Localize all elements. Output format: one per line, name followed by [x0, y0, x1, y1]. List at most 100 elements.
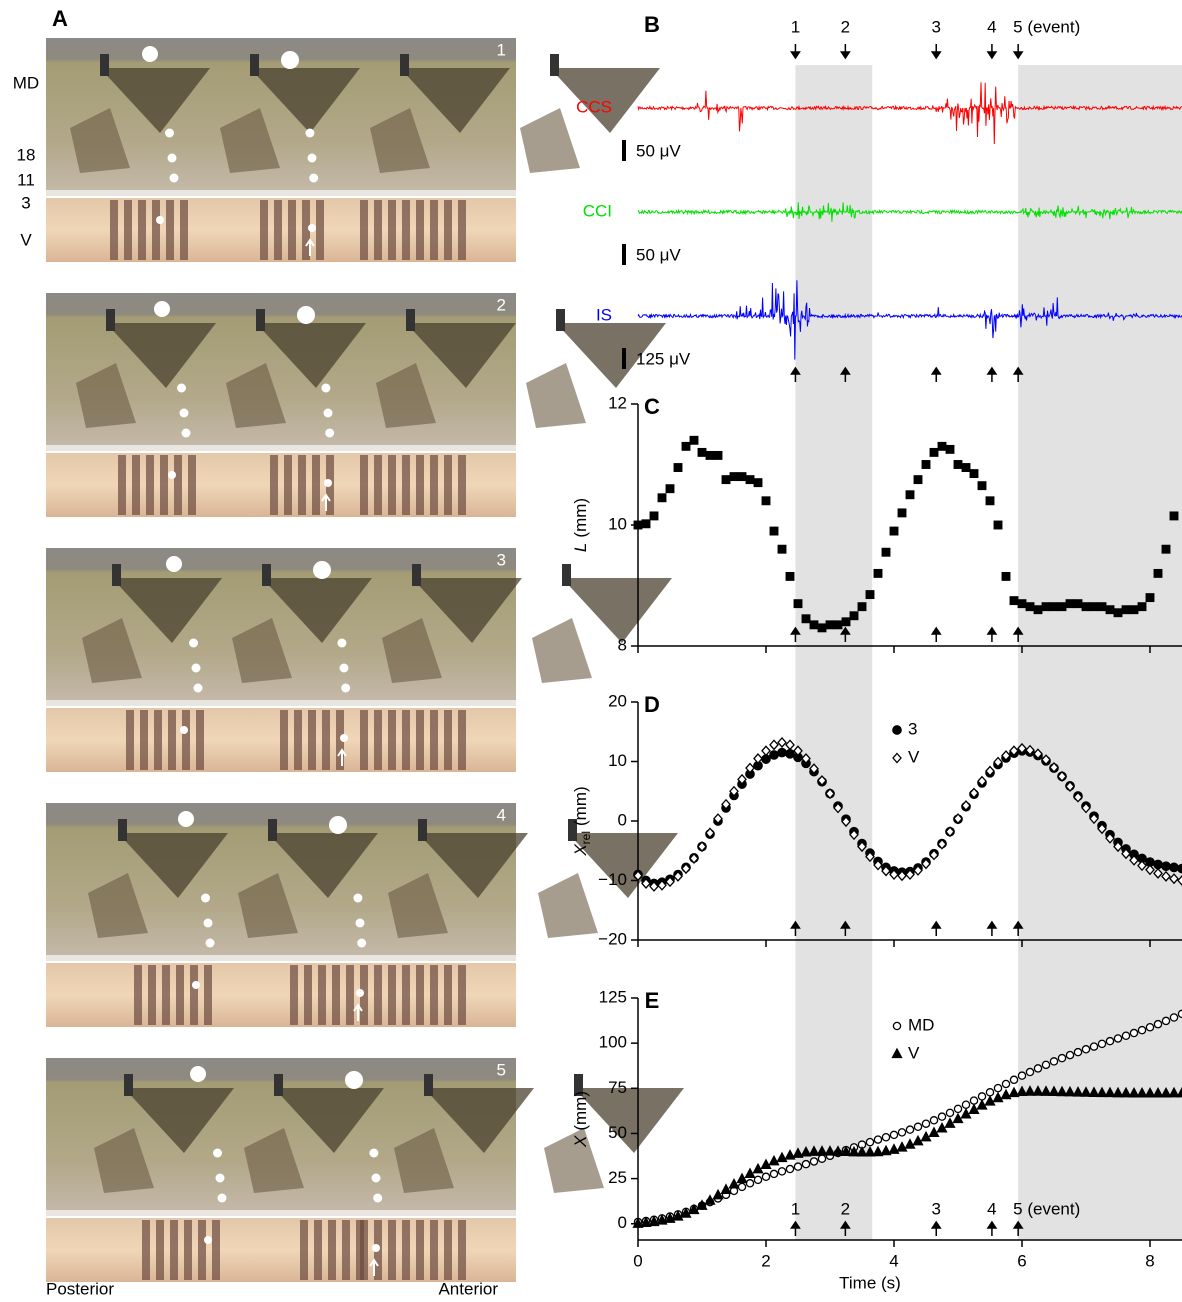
legend-marker: [892, 1021, 902, 1031]
point: [769, 1169, 779, 1179]
point: [993, 756, 1003, 768]
point: [1033, 605, 1043, 615]
event-label: 4: [987, 17, 996, 36]
point: [713, 450, 723, 460]
panel-label: D: [644, 692, 660, 717]
point: [897, 1128, 907, 1137]
photo-band: [298, 455, 306, 515]
photo-marker: [369, 1148, 379, 1158]
photo-band: [402, 965, 410, 1025]
photo-band: [212, 1220, 220, 1280]
point: [1145, 864, 1155, 876]
photo-band: [110, 200, 118, 260]
point: [753, 478, 763, 488]
point: [1169, 1013, 1179, 1022]
photo-band: [336, 710, 344, 770]
point: [1129, 605, 1139, 615]
point: [745, 1179, 755, 1188]
point: [784, 1149, 796, 1160]
point: [736, 1172, 748, 1184]
point: [960, 1107, 972, 1119]
point: [681, 863, 691, 875]
photo-blotch: [556, 323, 666, 388]
event-arrow: [930, 920, 942, 936]
point: [657, 493, 667, 503]
photo-marker: [201, 893, 210, 903]
point: [1041, 754, 1051, 766]
photo-marker: [329, 816, 347, 834]
point: [1048, 1085, 1060, 1097]
photo-marker: [357, 938, 367, 948]
point: [1001, 1079, 1011, 1089]
trace-name: CCS: [576, 97, 612, 116]
photo-marker: [190, 1066, 206, 1082]
point: [913, 1122, 923, 1132]
point: [888, 1143, 900, 1154]
photo-band: [388, 710, 396, 770]
point: [1049, 761, 1059, 773]
point: [1177, 863, 1182, 874]
point: [945, 1108, 955, 1118]
photo-marker: [353, 893, 363, 903]
point: [792, 1147, 804, 1158]
photo-band: [458, 1220, 466, 1280]
point: [752, 1162, 764, 1174]
point: [688, 1203, 700, 1215]
point: [1153, 859, 1163, 870]
photo-clip: [556, 309, 565, 331]
photo-band: [416, 965, 424, 1025]
photo-band: [416, 710, 424, 770]
point: [873, 1135, 883, 1144]
photo-blotch: [400, 68, 510, 133]
photo-blotch: [94, 1128, 154, 1193]
event-arrow: [790, 1220, 801, 1236]
point: [920, 1130, 932, 1142]
point: [969, 469, 979, 479]
photo-band: [162, 965, 170, 1025]
x-tick-label: 6: [1017, 1251, 1026, 1270]
point: [665, 876, 675, 888]
posterior-label: Posterior: [46, 1279, 114, 1298]
point: [929, 849, 939, 861]
photo-frame: 2: [46, 293, 666, 517]
photo-frame: 5: [46, 1058, 684, 1282]
photo-band: [402, 1220, 410, 1280]
photo-marker: [215, 1173, 225, 1183]
point: [889, 869, 899, 881]
point: [1152, 1086, 1164, 1098]
point: [905, 869, 915, 881]
point: [1057, 1053, 1067, 1063]
point: [889, 526, 899, 536]
point: [889, 1130, 899, 1140]
event-arrow: [930, 366, 942, 382]
photo-clip: [106, 309, 115, 331]
point: [921, 858, 931, 870]
photo-marker: [193, 683, 203, 693]
photo-marker: [179, 408, 189, 418]
event-arrow: [1012, 44, 1024, 60]
photo-blotch: [388, 873, 448, 938]
point: [761, 745, 771, 757]
point: [785, 739, 795, 751]
photo-band: [134, 965, 142, 1025]
point: [737, 773, 747, 785]
photo-marker: [297, 306, 315, 324]
point: [977, 481, 987, 491]
photo-band: [190, 965, 198, 1025]
anterior-label: Anterior: [438, 1279, 498, 1298]
point: [1153, 1019, 1163, 1029]
point: [753, 1175, 763, 1185]
point: [1065, 599, 1075, 609]
event-arrow: [1012, 366, 1024, 382]
photo-band: [302, 200, 310, 260]
photo-band: [118, 455, 126, 515]
photo-clip: [100, 54, 109, 76]
point: [1129, 854, 1139, 866]
point: [705, 827, 715, 839]
photo-blotch: [88, 873, 148, 938]
photo-band: [270, 455, 278, 515]
photo-clip: [568, 819, 577, 841]
photo-band: [430, 455, 438, 515]
event-label: 1: [791, 1199, 800, 1218]
point: [944, 1117, 956, 1128]
